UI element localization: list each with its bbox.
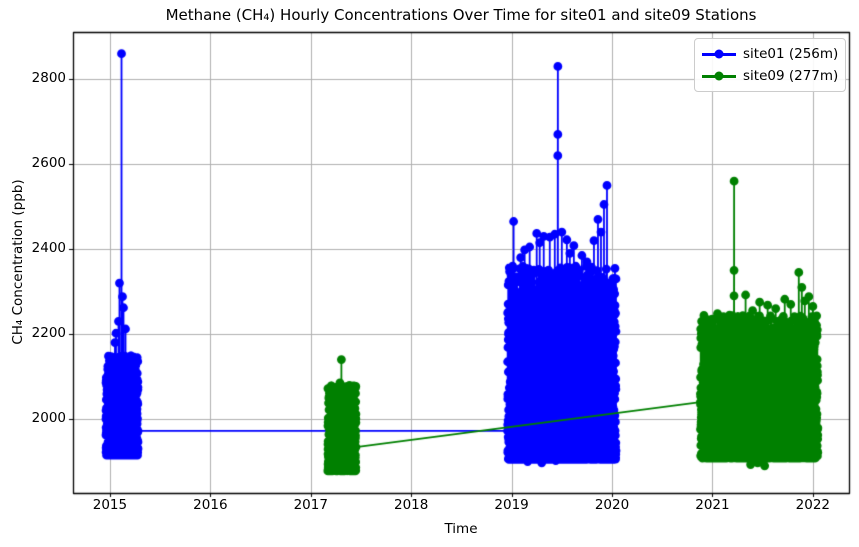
y-tick-label: 2000: [31, 410, 66, 427]
x-tick-label: 2019: [494, 497, 529, 513]
legend-label-site09: site09 (277m): [743, 68, 839, 84]
legend-item-site01: site01 (256m): [702, 43, 838, 65]
legend-item-site09: site09 (277m): [702, 65, 838, 87]
legend: site01 (256m) site09 (277m): [694, 38, 846, 92]
x-tick-label: 2022: [795, 497, 831, 513]
legend-marker-icon: [714, 49, 724, 59]
y-tick-label: 2400: [31, 240, 66, 257]
x-tick-label: 2017: [293, 497, 328, 513]
y-tick-label: 2200: [31, 325, 66, 342]
chart-title: Methane (CH₄) Hourly Concentrations Over…: [165, 6, 757, 24]
x-axis-label: Time: [444, 521, 478, 537]
legend-line-sample-site09: [702, 71, 736, 81]
legend-label-site01: site01 (256m): [743, 46, 839, 62]
legend-line-sample-site01: [702, 49, 736, 59]
x-tick-label: 2016: [193, 497, 228, 513]
legend-marker-icon: [714, 71, 724, 81]
y-tick-label: 2800: [31, 70, 66, 87]
y-tick-label: 2600: [31, 155, 66, 172]
x-tick-label: 2021: [695, 497, 730, 513]
x-tick-label: 2018: [394, 497, 429, 513]
x-tick-label: 2015: [92, 497, 128, 513]
x-tick-label: 2020: [594, 497, 630, 513]
